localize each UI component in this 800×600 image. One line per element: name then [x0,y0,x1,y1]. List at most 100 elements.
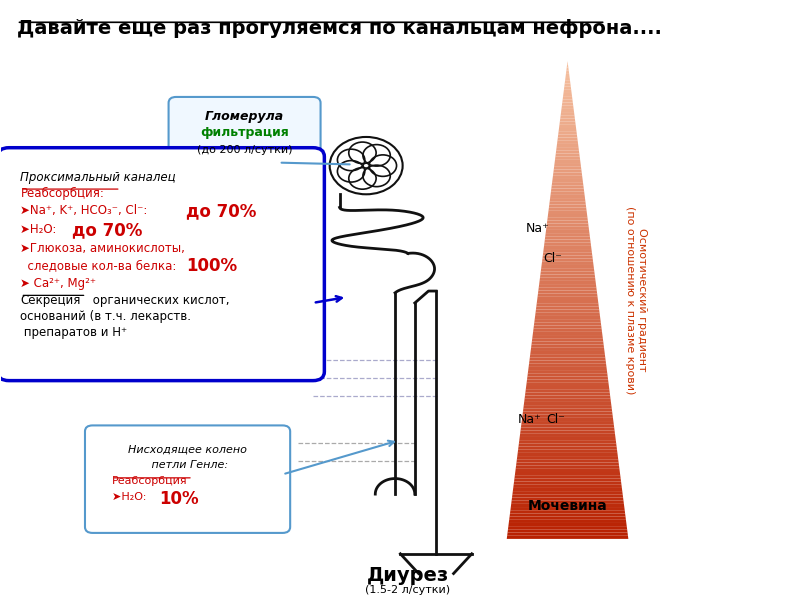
Polygon shape [540,275,595,278]
Text: препаратов и H⁺: препаратов и H⁺ [20,326,127,339]
Polygon shape [519,440,616,443]
Polygon shape [543,252,592,256]
Polygon shape [524,402,611,405]
Polygon shape [506,536,628,539]
Polygon shape [536,307,599,310]
Polygon shape [542,259,593,262]
Polygon shape [554,160,581,163]
Polygon shape [548,211,587,214]
Polygon shape [554,166,582,169]
Polygon shape [534,316,600,319]
Text: Реабсорбция:: Реабсорбция: [20,187,104,200]
Polygon shape [561,112,574,115]
Text: Na⁺: Na⁺ [526,222,549,235]
Polygon shape [525,395,610,399]
Polygon shape [550,201,586,205]
Text: Нисходящее колено: Нисходящее колено [128,445,247,455]
Polygon shape [542,256,593,259]
Polygon shape [550,195,585,198]
Polygon shape [545,239,590,242]
Polygon shape [514,485,622,488]
Text: Cl⁻: Cl⁻ [543,251,562,265]
Polygon shape [562,103,574,106]
Polygon shape [535,313,600,316]
Text: (до 200 л/сутки): (до 200 л/сутки) [197,145,292,155]
Polygon shape [529,361,606,364]
Polygon shape [526,389,610,392]
Polygon shape [537,300,598,303]
Polygon shape [566,71,569,74]
Polygon shape [544,246,591,249]
Polygon shape [513,488,622,491]
Polygon shape [553,173,582,176]
Polygon shape [560,118,575,122]
FancyBboxPatch shape [0,148,324,380]
Text: оснований (в т.ч. лекарств.: оснований (в т.ч. лекарств. [20,310,191,323]
Polygon shape [518,446,617,450]
Polygon shape [546,224,589,227]
Polygon shape [508,526,627,529]
Polygon shape [542,262,594,265]
Polygon shape [526,383,609,386]
Polygon shape [518,450,618,453]
Polygon shape [507,533,628,536]
Polygon shape [523,408,612,412]
Text: ➤H₂O:: ➤H₂O: [111,492,150,502]
Polygon shape [532,338,603,341]
Polygon shape [533,332,602,335]
Polygon shape [547,217,588,220]
Polygon shape [538,287,597,290]
Polygon shape [545,236,590,239]
Polygon shape [526,380,609,383]
Polygon shape [515,469,620,472]
Text: Секреция: Секреция [20,293,81,307]
Text: Мочевина: Мочевина [528,499,607,513]
Polygon shape [530,348,605,351]
Text: Гломерула: Гломерула [205,110,284,122]
Text: ➤H₂O:: ➤H₂O: [20,223,61,236]
Polygon shape [537,297,598,300]
Polygon shape [538,293,598,297]
Polygon shape [559,125,576,128]
Polygon shape [522,412,613,415]
Polygon shape [519,437,616,440]
Polygon shape [554,163,581,166]
Polygon shape [539,278,595,281]
Polygon shape [510,507,625,510]
Polygon shape [507,529,627,533]
Polygon shape [558,128,577,131]
Polygon shape [557,144,578,147]
Polygon shape [560,115,575,118]
Polygon shape [566,74,570,77]
Polygon shape [534,319,601,322]
Polygon shape [530,351,605,354]
Polygon shape [549,208,586,211]
Polygon shape [546,230,590,233]
Polygon shape [517,456,618,459]
Polygon shape [522,421,614,424]
Polygon shape [525,392,610,395]
Polygon shape [556,147,579,150]
Polygon shape [522,418,614,421]
Polygon shape [522,415,613,418]
Polygon shape [558,137,578,141]
Text: петли Генле:: петли Генле: [147,460,228,470]
Polygon shape [542,265,594,268]
Polygon shape [555,154,580,157]
Polygon shape [512,494,623,497]
Polygon shape [562,96,573,100]
Polygon shape [541,268,594,271]
FancyBboxPatch shape [85,425,290,533]
Polygon shape [563,93,572,96]
Polygon shape [549,205,586,208]
Polygon shape [528,370,607,373]
Polygon shape [534,325,602,329]
Polygon shape [557,141,578,144]
Polygon shape [521,427,614,431]
Text: (1.5-2 л/сутки): (1.5-2 л/сутки) [366,586,450,595]
Text: до 70%: до 70% [186,202,257,220]
Polygon shape [510,510,625,514]
Polygon shape [531,344,604,348]
Polygon shape [562,106,574,109]
Polygon shape [540,271,594,275]
